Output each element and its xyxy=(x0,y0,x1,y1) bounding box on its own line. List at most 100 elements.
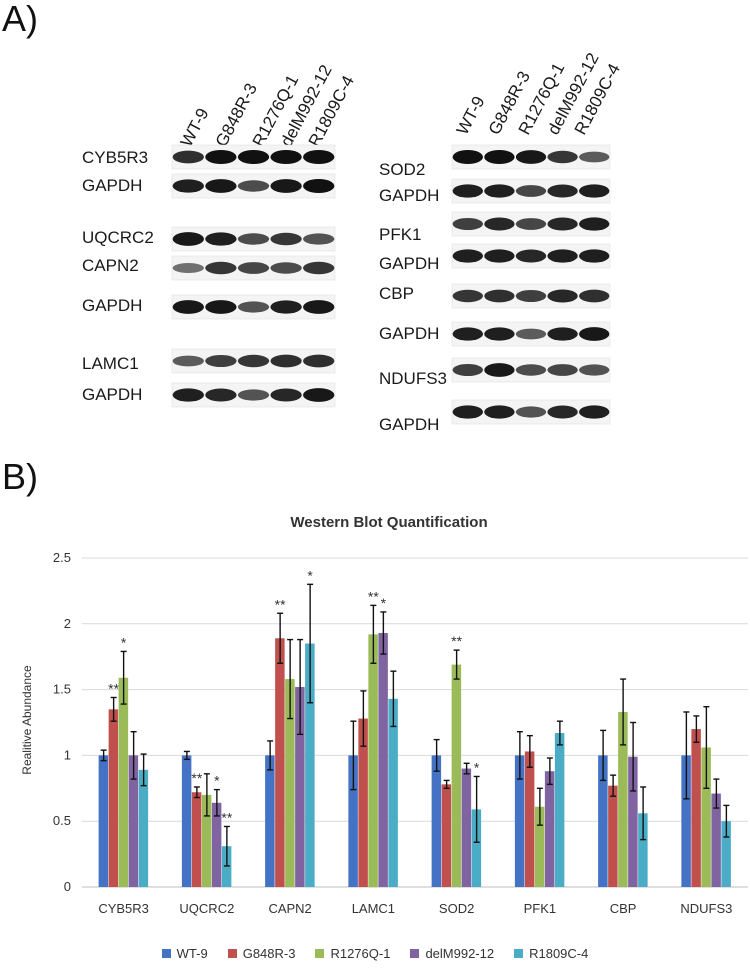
blot-band xyxy=(237,354,270,368)
bar xyxy=(554,733,565,887)
blot-band xyxy=(579,151,610,163)
blot-band xyxy=(452,289,483,303)
legend-item: WT-9 xyxy=(161,946,208,961)
blot-band xyxy=(484,217,515,231)
significance-marker: ** xyxy=(191,770,202,786)
bar xyxy=(524,751,535,887)
x-tick-label: LAMC1 xyxy=(352,901,395,916)
blot-band xyxy=(484,184,515,198)
y-tick-label: 2.5 xyxy=(53,550,71,565)
bar xyxy=(305,643,315,887)
x-tick-label: CBP xyxy=(610,901,637,916)
blot-band xyxy=(452,150,483,164)
bar xyxy=(441,784,452,887)
blot-band xyxy=(303,150,335,164)
legend-label: WT-9 xyxy=(176,946,208,961)
blot-band xyxy=(172,179,204,193)
protein-label: GAPDH xyxy=(379,324,439,343)
bar-chart: Western Blot Quantification Realitive Ab… xyxy=(20,514,748,916)
panel-a-label: A) xyxy=(2,0,38,39)
chart-title: Western Blot Quantification xyxy=(290,514,487,531)
blot-band xyxy=(547,217,578,231)
bar xyxy=(451,664,462,887)
blot-band xyxy=(452,405,483,419)
blot-band xyxy=(547,364,578,376)
blot-band xyxy=(547,289,578,303)
y-axis-label: Realitive Abundance xyxy=(20,665,34,775)
blot-band xyxy=(172,355,204,367)
significance-marker: ** xyxy=(368,588,379,604)
significance-marker: * xyxy=(121,634,127,650)
legend-swatch xyxy=(514,949,524,958)
bar xyxy=(534,806,545,887)
blot-band xyxy=(205,150,237,164)
blot-band xyxy=(484,289,515,303)
bar xyxy=(275,638,285,887)
bar xyxy=(285,679,295,887)
blot-band xyxy=(172,150,204,164)
bar xyxy=(128,755,139,887)
protein-label: GAPDH xyxy=(82,176,142,195)
bar xyxy=(681,755,691,887)
blot-band xyxy=(205,300,237,314)
x-tick-label: CYB5R3 xyxy=(98,901,149,916)
bar xyxy=(108,709,119,887)
blot-band xyxy=(547,184,578,198)
bar xyxy=(211,802,222,887)
protein-label: SOD2 xyxy=(379,160,425,179)
bar xyxy=(471,809,482,887)
blot-band xyxy=(172,388,204,402)
protein-label: GAPDH xyxy=(379,254,439,273)
blot-band xyxy=(237,301,270,313)
blot-band xyxy=(303,179,335,193)
blot-band xyxy=(579,289,610,303)
legend-item: delM992-12 xyxy=(410,946,494,961)
blot-band xyxy=(270,300,302,314)
legend-label: R1276Q-1 xyxy=(330,946,391,961)
bar xyxy=(711,793,721,887)
bar xyxy=(378,633,388,887)
legend-item: G848R-3 xyxy=(227,946,296,961)
blot-band xyxy=(205,179,237,193)
legend-label: R1809C-4 xyxy=(529,946,589,961)
significance-marker: ** xyxy=(451,633,462,649)
x-tick-label: PFK1 xyxy=(524,901,557,916)
blot-band xyxy=(270,150,302,164)
x-tick-label: NDUFS3 xyxy=(680,901,732,916)
significance-marker: * xyxy=(474,759,480,775)
blot-band xyxy=(579,364,610,376)
significance-marker: * xyxy=(381,595,387,611)
legend-swatch xyxy=(410,949,420,958)
bar xyxy=(348,755,358,887)
blot-band xyxy=(452,217,483,231)
blot-band xyxy=(579,184,610,198)
blot-band xyxy=(515,328,547,340)
legend-label: G848R-3 xyxy=(242,946,296,961)
legend-label: delM992-12 xyxy=(425,946,495,961)
blot-band xyxy=(452,363,483,377)
blot-band xyxy=(579,249,610,263)
significance-marker: * xyxy=(214,773,220,789)
significance-marker: ** xyxy=(221,809,232,825)
bar xyxy=(191,792,202,887)
blot-band xyxy=(172,300,204,314)
blot-band xyxy=(270,262,302,274)
blot-band xyxy=(303,354,335,368)
y-tick-label: 1 xyxy=(64,747,71,762)
legend-swatch xyxy=(161,949,171,958)
blot-band xyxy=(484,363,515,377)
blot-band xyxy=(205,261,237,275)
blot-band xyxy=(303,233,335,245)
blot-band xyxy=(452,249,483,263)
bar xyxy=(608,785,618,887)
blot-band xyxy=(237,180,270,192)
y-tick-label: 2 xyxy=(64,616,71,631)
bar xyxy=(461,768,472,887)
bar xyxy=(431,755,442,887)
bar xyxy=(358,718,368,887)
bar xyxy=(618,711,628,887)
bar xyxy=(691,729,701,887)
blot-band xyxy=(579,327,610,341)
blot-band xyxy=(237,233,270,245)
